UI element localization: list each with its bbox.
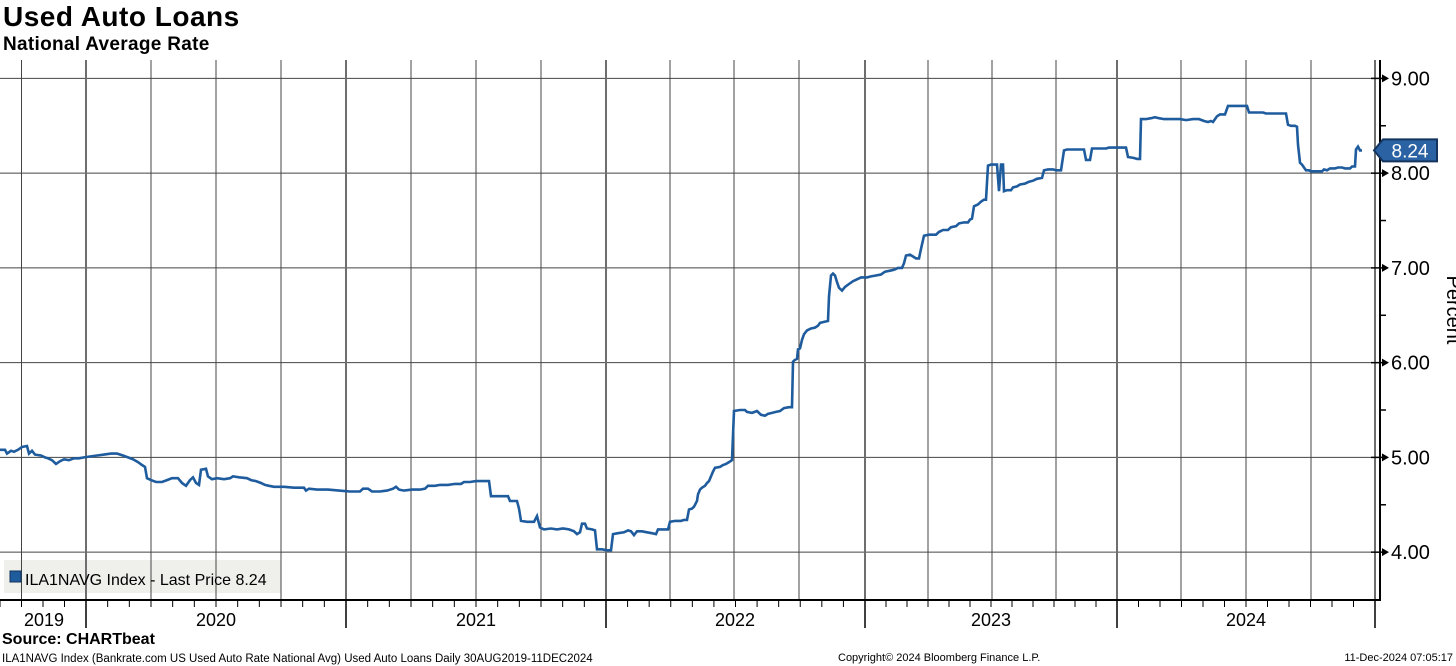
x-axis-year-label: 2024: [1226, 610, 1266, 630]
y-axis-tick-label: 7.00: [1391, 258, 1430, 280]
y-axis-tick-label: 8.00: [1391, 163, 1430, 185]
timestamp: 11-Dec-2024 07:05:17: [1344, 652, 1453, 664]
copyright-notice: Copyright© 2024 Bloomberg Finance L.P.: [838, 652, 1041, 664]
last-price-badge: [1372, 138, 1438, 163]
y-axis-tick-label: 5.00: [1391, 447, 1430, 469]
legend-swatch-icon[interactable]: [9, 570, 22, 583]
price-line-series: [0, 104, 1362, 552]
y-tick-arrow-icon: [1382, 169, 1389, 178]
y-tick-arrow-icon: [1382, 358, 1389, 367]
y-axis-tick-label: 9.00: [1391, 68, 1430, 90]
y-axis-tick-label: 6.00: [1391, 353, 1430, 375]
y-tick-arrow-icon: [1382, 548, 1389, 557]
legend-box: [4, 560, 281, 593]
x-axis-year-label: 2021: [456, 610, 496, 630]
source-line: Source: CHARTbeat: [2, 631, 155, 648]
y-axis-tick-label: 4.00: [1391, 542, 1430, 564]
y-tick-arrow-icon: [1382, 263, 1389, 272]
last-price-badge-value: 8.24: [1392, 141, 1429, 162]
y-axis-title: Percent: [1442, 276, 1456, 345]
legend-label[interactable]: ILA1NAVG Index - Last Price 8.24: [25, 572, 267, 589]
chart-subtitle: National Average Rate: [3, 34, 210, 55]
x-axis-year-label: 2022: [715, 610, 755, 630]
index-description-line: ILA1NAVG Index (Bankrate.com US Used Aut…: [2, 653, 593, 665]
x-axis-year-label: 2023: [971, 610, 1011, 630]
y-tick-arrow-icon: [1382, 74, 1389, 83]
page-title: Used Auto Loans: [3, 1, 240, 32]
y-tick-arrow-icon: [1382, 453, 1389, 462]
x-axis-year-label: 2019: [24, 610, 64, 630]
x-axis-year-label: 2020: [196, 610, 236, 630]
